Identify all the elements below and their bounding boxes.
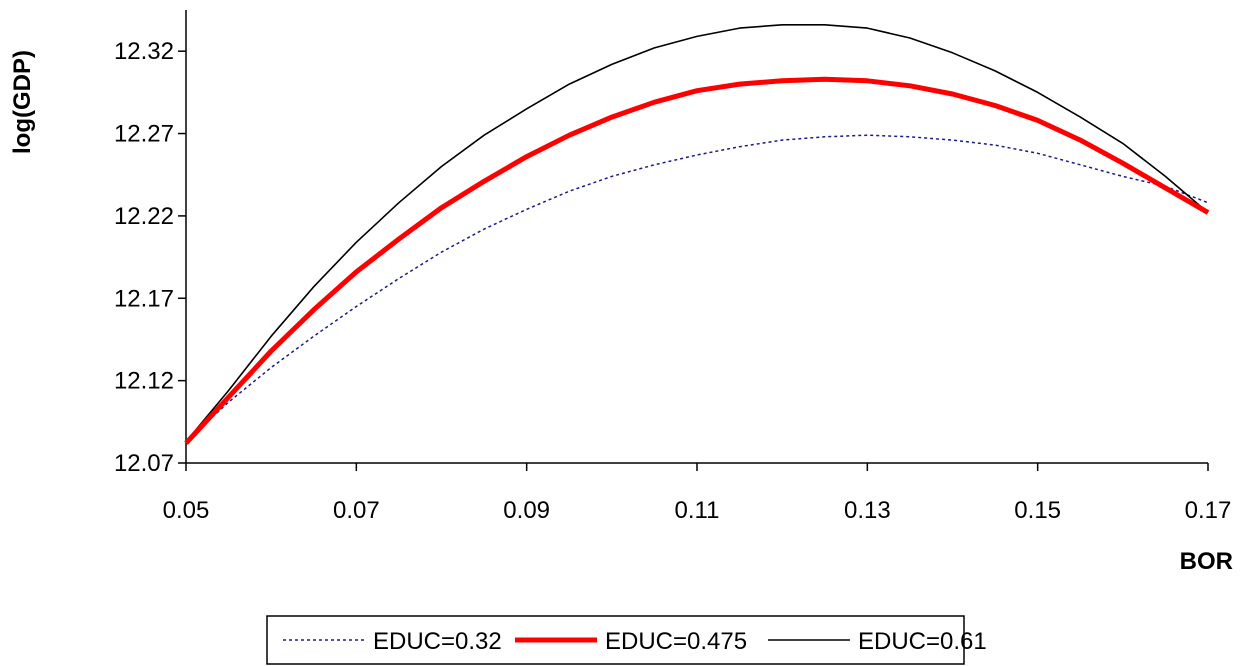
x-tick-label: 0.07 xyxy=(333,497,380,524)
x-tick-label: 0.17 xyxy=(1185,497,1232,524)
x-tick-label: 0.15 xyxy=(1014,497,1061,524)
y-tick-label: 12.12 xyxy=(114,368,174,395)
x-tick-label: 0.11 xyxy=(675,497,720,524)
axes xyxy=(185,10,1208,464)
series-line-educ-0-475 xyxy=(184,76,1210,445)
x-axis-title: BOR xyxy=(1180,548,1233,575)
y-axis-title: log(GDP) xyxy=(9,50,36,154)
series-line-educ-0-32 xyxy=(185,134,1209,443)
y-tick-label: 12.07 xyxy=(114,450,174,477)
legend-label: EDUC=0.32 xyxy=(373,628,502,655)
y-tick-label: 12.27 xyxy=(114,121,174,148)
legend-label: EDUC=0.61 xyxy=(858,628,987,655)
x-tick-label: 0.05 xyxy=(163,497,210,524)
y-tick-label: 12.32 xyxy=(114,38,174,65)
y-tick-label: 12.17 xyxy=(114,285,174,312)
x-tick-label: 0.09 xyxy=(503,497,550,524)
ticks: 12.07 12.12 12.17 12.22 12.27 12.32 0.05 0.07 0.… xyxy=(114,38,1231,524)
series-layer xyxy=(184,24,1210,445)
y-tick-label: 12.22 xyxy=(114,203,174,230)
legend: EDUC=0.32 EDUC=0.475 EDUC=0.61 xyxy=(266,615,987,665)
x-tick-label: 0.13 xyxy=(844,497,891,524)
legend-label: EDUC=0.475 xyxy=(605,628,747,655)
series-line-educ-0-61 xyxy=(185,24,1209,443)
